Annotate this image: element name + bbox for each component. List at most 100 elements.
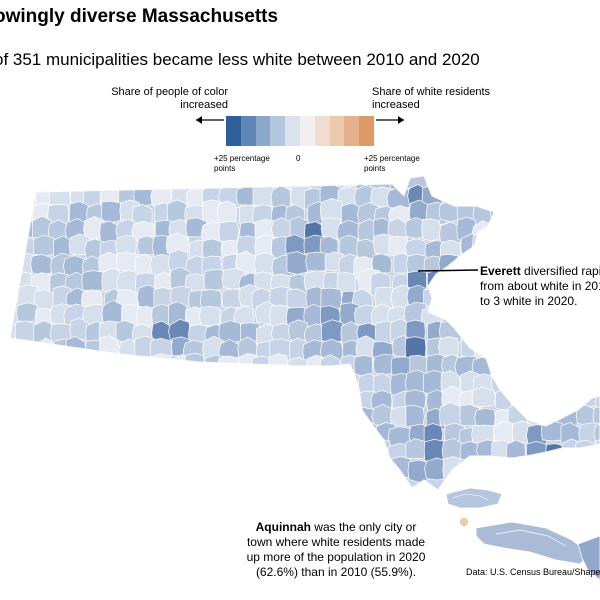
- legend-tick-right: +25 percentage points: [364, 154, 420, 173]
- municipality-tile: [459, 458, 481, 483]
- municipality-tile: [221, 456, 246, 479]
- municipality-tile: [509, 222, 531, 242]
- island-east: [577, 535, 600, 581]
- municipality-tile: [30, 254, 52, 276]
- municipality-tile: [560, 372, 584, 396]
- municipality-tile: [342, 176, 364, 188]
- everett-text: diversified rapidly, from about white in…: [480, 264, 600, 308]
- municipality-tile: [593, 176, 600, 194]
- municipality-tile: [370, 460, 392, 483]
- municipality-tile: [474, 305, 495, 327]
- municipality-tile: [472, 232, 493, 258]
- municipality-tile: [493, 221, 514, 243]
- legend-tick-mid: 0: [296, 154, 301, 163]
- municipality-tile: [134, 406, 154, 432]
- municipality-tile: [222, 407, 245, 430]
- municipality-tile: [233, 459, 257, 482]
- municipality-tile: [574, 234, 598, 259]
- municipality-tile: [354, 455, 376, 478]
- municipality-tile: [117, 368, 139, 391]
- municipality-tile: [184, 438, 204, 465]
- municipality-tile: [321, 440, 343, 458]
- municipality-tile: [459, 286, 483, 311]
- municipality-tile: [151, 176, 176, 187]
- municipality-tile: [255, 405, 279, 428]
- municipality-tile: [507, 234, 528, 260]
- municipality-tile: [510, 176, 533, 187]
- municipality-tile: [542, 318, 565, 344]
- municipality-tile: [574, 353, 595, 378]
- municipality-tile: [116, 458, 138, 482]
- legend-swatch: [299, 116, 315, 146]
- municipality-tile: [490, 459, 514, 484]
- municipality-tile: [83, 387, 106, 409]
- municipality-tile: [233, 373, 258, 398]
- municipality-tile: [319, 456, 344, 482]
- municipality-tile: [526, 215, 551, 241]
- municipality-tile: [559, 236, 582, 260]
- municipality-tile: [15, 426, 39, 450]
- municipality-tile: [16, 390, 36, 411]
- municipality-tile: [595, 236, 600, 258]
- municipality-tile: [34, 390, 58, 416]
- municipality-tile: [151, 404, 172, 429]
- municipality-tile: [438, 336, 460, 357]
- municipality-tile: [203, 407, 226, 433]
- municipality-tile: [526, 441, 548, 463]
- legend-swatch: [329, 116, 345, 146]
- municipality-tile: [254, 369, 275, 396]
- municipality-tile: [99, 335, 120, 361]
- municipality-tile: [221, 374, 245, 398]
- municipality-tile: [133, 457, 153, 482]
- municipality-tile: [423, 287, 445, 307]
- municipality-tile: [13, 201, 34, 225]
- municipality-tile: [525, 372, 547, 396]
- municipality-tile: [525, 339, 545, 365]
- municipality-tile: [16, 372, 39, 393]
- municipality-tile: [65, 403, 86, 428]
- municipality-tile: [440, 290, 462, 312]
- municipality-tile: [544, 176, 566, 191]
- municipality-tile: [543, 200, 567, 225]
- municipality-tile: [540, 420, 564, 442]
- municipality-tile: [270, 457, 293, 480]
- municipality-tile: [541, 219, 564, 242]
- legend-left-arrowhead: [196, 116, 202, 124]
- municipality-tile: [10, 461, 19, 486]
- municipality-tile: [52, 460, 72, 481]
- municipality-tile: [33, 234, 56, 258]
- municipality-tile: [10, 373, 20, 395]
- municipality-tile: [168, 406, 190, 429]
- municipality-tile: [103, 373, 125, 396]
- municipality-tile: [98, 458, 123, 479]
- municipality-tile: [168, 424, 190, 450]
- municipality-tile: [10, 439, 21, 464]
- municipality-tile: [273, 388, 296, 411]
- municipality-tile: [459, 273, 482, 295]
- municipality-tile: [557, 317, 579, 343]
- municipality-tile: [286, 251, 309, 275]
- municipality-tile: [81, 270, 105, 291]
- municipality-tile: [284, 403, 305, 426]
- municipality-tile: [103, 425, 125, 450]
- municipality-tile: [132, 176, 155, 191]
- municipality-tile: [115, 251, 139, 272]
- municipality-tile: [14, 356, 38, 380]
- municipality-tile: [560, 338, 582, 363]
- municipality-tile: [137, 356, 158, 379]
- municipality-tile: [557, 388, 583, 410]
- municipality-tile: [149, 439, 172, 463]
- municipality-tile: [407, 459, 431, 483]
- municipality-tile: [578, 201, 600, 225]
- municipality-tile: [16, 302, 38, 322]
- municipality-tile: [268, 353, 289, 375]
- municipality-tile: [302, 439, 324, 463]
- municipality-tile: [149, 370, 172, 395]
- municipality-tile: [218, 320, 243, 343]
- municipality-tile: [235, 402, 259, 429]
- municipality-tile: [593, 356, 600, 378]
- municipality-tile: [495, 238, 518, 261]
- municipality-tile: [577, 385, 598, 408]
- municipality-tile: [136, 438, 158, 461]
- municipality-tile: [48, 369, 70, 394]
